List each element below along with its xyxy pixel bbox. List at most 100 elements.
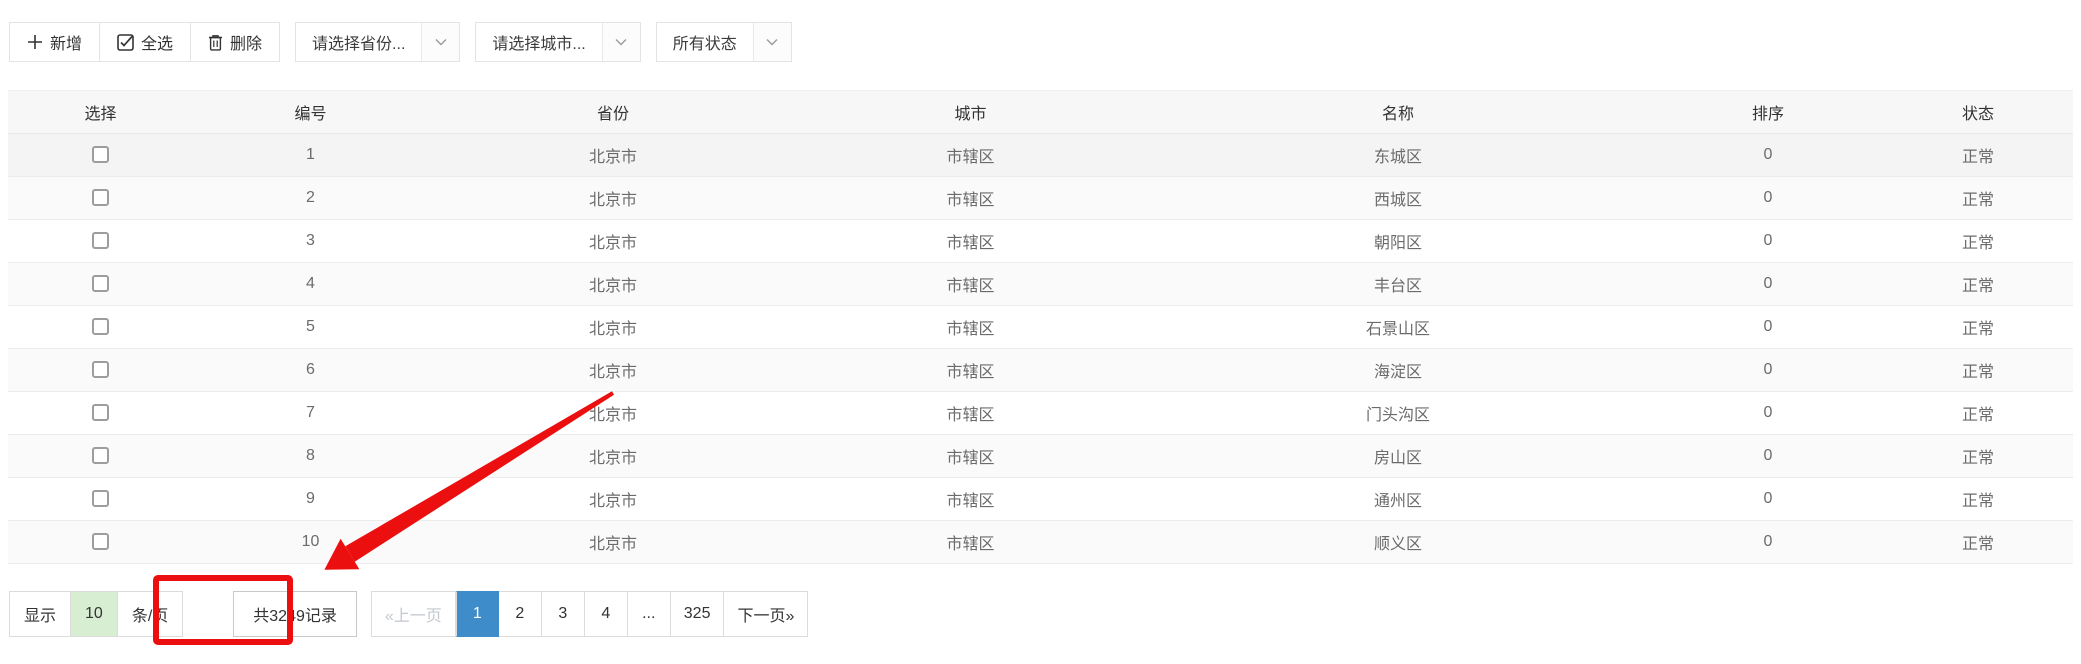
table-row: 9 北京市 市辖区 通州区 0 正常 bbox=[8, 477, 2073, 521]
cell-status: 正常 bbox=[1883, 176, 2073, 220]
province-select-value: 请选择省份... bbox=[312, 36, 406, 53]
page-button[interactable]: 3 bbox=[541, 591, 585, 637]
header-id: 编号 bbox=[193, 90, 428, 134]
cell-status: 正常 bbox=[1883, 391, 2073, 435]
display-label: 显示 bbox=[9, 591, 72, 637]
cell-id: 6 bbox=[193, 348, 428, 392]
row-checkbox[interactable] bbox=[92, 275, 109, 293]
cell-status: 正常 bbox=[1883, 348, 2073, 392]
table-row: 5 北京市 市辖区 石景山区 0 正常 bbox=[8, 305, 2073, 349]
row-checkbox[interactable] bbox=[92, 404, 109, 422]
chevron-down-icon bbox=[421, 23, 460, 61]
page-button[interactable]: 2 bbox=[498, 591, 542, 637]
province-select[interactable]: 请选择省份... bbox=[295, 22, 461, 62]
toolbar: 新增 全选 删除 请选择省份... 请选择城市... bbox=[0, 0, 2081, 62]
city-select[interactable]: 请选择城市... bbox=[475, 22, 641, 62]
toolbar-button-group: 新增 全选 删除 bbox=[9, 22, 281, 62]
page-size-group: 显示 10 条/页 bbox=[9, 591, 184, 637]
cell-sort: 0 bbox=[1653, 520, 1883, 564]
cell-name: 门头沟区 bbox=[1143, 391, 1653, 435]
delete-button-label: 删除 bbox=[230, 36, 263, 53]
header-select: 选择 bbox=[8, 90, 193, 134]
page-size-value[interactable]: 10 bbox=[71, 591, 118, 637]
pager: «上一页 1 2 3 4... 325 下一页» bbox=[370, 591, 809, 637]
cell-name: 顺义区 bbox=[1143, 520, 1653, 564]
pagination-bar: 显示 10 条/页 共3249记录 «上一页 1 2 3 4... 325 下一页» bbox=[9, 591, 2081, 637]
row-checkbox[interactable] bbox=[92, 189, 109, 207]
cell-city: 市辖区 bbox=[798, 219, 1143, 263]
table-row: 2 北京市 市辖区 西城区 0 正常 bbox=[8, 176, 2073, 220]
row-checkbox[interactable] bbox=[92, 318, 109, 336]
header-city: 城市 bbox=[798, 90, 1143, 134]
table-header-row: 选择 编号 省份 城市 名称 排序 状态 bbox=[8, 90, 2073, 134]
cell-province: 北京市 bbox=[428, 477, 798, 521]
row-checkbox[interactable] bbox=[92, 361, 109, 379]
cell-status: 正常 bbox=[1883, 133, 2073, 177]
cell-city: 市辖区 bbox=[798, 262, 1143, 306]
status-select[interactable]: 所有状态 bbox=[655, 22, 792, 62]
cell-province: 北京市 bbox=[428, 391, 798, 435]
cell-status: 正常 bbox=[1883, 520, 2073, 564]
table-row: 1 北京市 市辖区 东城区 0 正常 bbox=[8, 133, 2073, 177]
next-page-button[interactable]: 下一页» bbox=[724, 591, 809, 637]
cell-id: 7 bbox=[193, 391, 428, 435]
row-checkbox[interactable] bbox=[92, 447, 109, 465]
cell-sort: 0 bbox=[1653, 133, 1883, 177]
page-button[interactable]: 4 bbox=[584, 591, 628, 637]
cell-id: 2 bbox=[193, 176, 428, 220]
row-checkbox[interactable] bbox=[92, 146, 109, 164]
page-ellipsis: ... bbox=[627, 591, 671, 637]
delete-button[interactable]: 删除 bbox=[191, 22, 281, 62]
cell-status: 正常 bbox=[1883, 219, 2073, 263]
plus-icon bbox=[27, 34, 43, 50]
chevron-down-icon bbox=[752, 23, 791, 61]
table-row: 7 北京市 市辖区 门头沟区 0 正常 bbox=[8, 391, 2073, 435]
table-row: 4 北京市 市辖区 丰台区 0 正常 bbox=[8, 262, 2073, 306]
cell-province: 北京市 bbox=[428, 176, 798, 220]
trash-icon bbox=[208, 34, 223, 51]
cell-sort: 0 bbox=[1653, 348, 1883, 392]
cell-id: 10 bbox=[193, 520, 428, 564]
select-all-button-label: 全选 bbox=[141, 36, 174, 53]
cell-city: 市辖区 bbox=[798, 348, 1143, 392]
cell-name: 朝阳区 bbox=[1143, 219, 1653, 263]
page-button[interactable]: 325 bbox=[670, 591, 725, 637]
city-select-value: 请选择城市... bbox=[492, 36, 586, 53]
cell-city: 市辖区 bbox=[798, 391, 1143, 435]
cell-city: 市辖区 bbox=[798, 520, 1143, 564]
cell-province: 北京市 bbox=[428, 348, 798, 392]
cell-sort: 0 bbox=[1653, 434, 1883, 478]
header-sort: 排序 bbox=[1653, 90, 1883, 134]
select-all-button[interactable]: 全选 bbox=[100, 22, 192, 62]
per-page-label: 条/页 bbox=[117, 591, 184, 637]
row-checkbox[interactable] bbox=[92, 490, 109, 508]
table-row: 8 北京市 市辖区 房山区 0 正常 bbox=[8, 434, 2073, 478]
cell-status: 正常 bbox=[1883, 262, 2073, 306]
row-checkbox[interactable] bbox=[92, 533, 109, 551]
cell-id: 3 bbox=[193, 219, 428, 263]
prev-page-button[interactable]: «上一页 bbox=[370, 591, 456, 637]
chevron-down-icon bbox=[601, 23, 640, 61]
cell-city: 市辖区 bbox=[798, 434, 1143, 478]
table-body: 1 北京市 市辖区 东城区 0 正常 2 北京市 市辖区 西城区 0 正常 3 … bbox=[8, 133, 2073, 564]
page-button[interactable]: 1 bbox=[455, 591, 499, 637]
table-row: 3 北京市 市辖区 朝阳区 0 正常 bbox=[8, 219, 2073, 263]
table-row: 6 北京市 市辖区 海淀区 0 正常 bbox=[8, 348, 2073, 392]
cell-city: 市辖区 bbox=[798, 133, 1143, 177]
cell-status: 正常 bbox=[1883, 305, 2073, 349]
header-status: 状态 bbox=[1883, 90, 2073, 134]
cell-status: 正常 bbox=[1883, 477, 2073, 521]
cell-id: 5 bbox=[193, 305, 428, 349]
cell-province: 北京市 bbox=[428, 434, 798, 478]
cell-id: 9 bbox=[193, 477, 428, 521]
header-name: 名称 bbox=[1143, 90, 1653, 134]
cell-name: 石景山区 bbox=[1143, 305, 1653, 349]
cell-province: 北京市 bbox=[428, 262, 798, 306]
row-checkbox[interactable] bbox=[92, 232, 109, 250]
cell-status: 正常 bbox=[1883, 434, 2073, 478]
table-row: 10 北京市 市辖区 顺义区 0 正常 bbox=[8, 520, 2073, 564]
cell-name: 丰台区 bbox=[1143, 262, 1653, 306]
cell-sort: 0 bbox=[1653, 391, 1883, 435]
add-button[interactable]: 新增 bbox=[9, 22, 101, 62]
